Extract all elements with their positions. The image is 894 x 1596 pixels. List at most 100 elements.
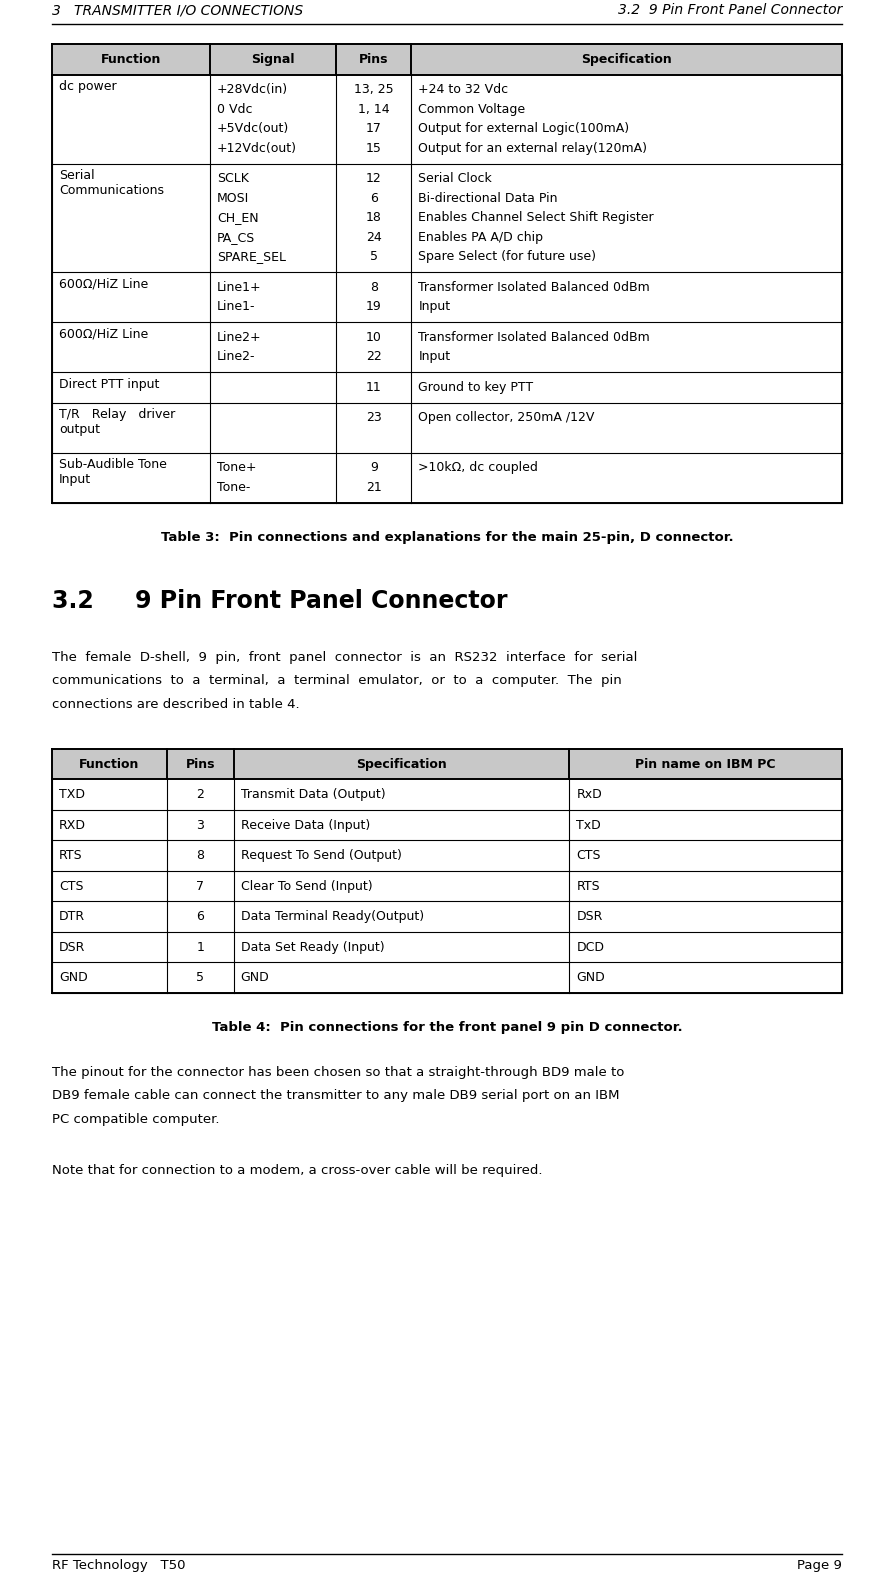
Text: Spare Select (for future use): Spare Select (for future use) <box>418 251 596 263</box>
Text: 15: 15 <box>366 142 382 155</box>
Bar <box>52 749 842 779</box>
Text: 21: 21 <box>366 480 382 493</box>
Text: Signal: Signal <box>251 53 295 65</box>
Text: 5: 5 <box>196 972 204 985</box>
Text: Ground to key PTT: Ground to key PTT <box>418 381 534 394</box>
Text: 3: 3 <box>196 819 204 832</box>
Text: 10: 10 <box>366 330 382 343</box>
Text: GND: GND <box>240 972 269 985</box>
Text: The  female  D-shell,  9  pin,  front  panel  connector  is  an  RS232  interfac: The female D-shell, 9 pin, front panel c… <box>52 651 637 664</box>
Text: GND: GND <box>59 972 88 985</box>
Text: Pins: Pins <box>185 758 215 771</box>
Text: TXD: TXD <box>59 788 85 801</box>
Text: CTS: CTS <box>59 879 83 892</box>
Text: 11: 11 <box>366 381 382 394</box>
Text: 1, 14: 1, 14 <box>358 102 390 117</box>
Text: Table 3:  Pin connections and explanations for the main 25-pin, D connector.: Table 3: Pin connections and explanation… <box>161 530 733 544</box>
Text: The pinout for the connector has been chosen so that a straight-through BD9 male: The pinout for the connector has been ch… <box>52 1066 624 1079</box>
Text: 3.2     9 Pin Front Panel Connector: 3.2 9 Pin Front Panel Connector <box>52 589 508 613</box>
Text: Line1-: Line1- <box>217 300 256 313</box>
Text: Function: Function <box>101 53 161 65</box>
Text: Note that for connection to a modem, a cross-over cable will be required.: Note that for connection to a modem, a c… <box>52 1165 543 1178</box>
Text: DCD: DCD <box>577 940 604 954</box>
Text: 0 Vdc: 0 Vdc <box>217 102 252 117</box>
Text: Specification: Specification <box>356 758 447 771</box>
Text: Tone+: Tone+ <box>217 461 257 474</box>
Text: 5: 5 <box>370 251 378 263</box>
Text: Line2-: Line2- <box>217 350 256 364</box>
Text: RxD: RxD <box>577 788 603 801</box>
Text: RTS: RTS <box>577 879 600 892</box>
Text: +24 to 32 Vdc: +24 to 32 Vdc <box>418 83 509 96</box>
Text: T/R   Relay   driver
output: T/R Relay driver output <box>59 409 175 436</box>
Text: 8: 8 <box>370 281 378 294</box>
Text: 6: 6 <box>196 910 204 922</box>
Text: 7: 7 <box>196 879 204 892</box>
Text: 24: 24 <box>366 231 382 244</box>
Text: 600Ω/HiZ Line: 600Ω/HiZ Line <box>59 278 148 290</box>
Text: Request To Send (Output): Request To Send (Output) <box>240 849 401 862</box>
Text: Output for external Logic(100mA): Output for external Logic(100mA) <box>418 123 629 136</box>
Text: 1: 1 <box>196 940 204 954</box>
Text: connections are described in table 4.: connections are described in table 4. <box>52 697 299 710</box>
Text: 18: 18 <box>366 211 382 225</box>
Text: +5Vdc(out): +5Vdc(out) <box>217 123 290 136</box>
Text: Common Voltage: Common Voltage <box>418 102 526 117</box>
Text: 600Ω/HiZ Line: 600Ω/HiZ Line <box>59 327 148 340</box>
Text: Line1+: Line1+ <box>217 281 262 294</box>
Text: Data Set Ready (Input): Data Set Ready (Input) <box>240 940 384 954</box>
Text: Output for an external relay(120mA): Output for an external relay(120mA) <box>418 142 647 155</box>
Text: Input: Input <box>418 350 451 364</box>
Text: Open collector, 250mA /12V: Open collector, 250mA /12V <box>418 412 595 425</box>
Text: 17: 17 <box>366 123 382 136</box>
Text: RF Technology   T50: RF Technology T50 <box>52 1559 185 1572</box>
Text: SCLK: SCLK <box>217 172 249 185</box>
Text: Transformer Isolated Balanced 0dBm: Transformer Isolated Balanced 0dBm <box>418 330 650 343</box>
Text: CH_EN: CH_EN <box>217 211 258 225</box>
Text: Data Terminal Ready(Output): Data Terminal Ready(Output) <box>240 910 424 922</box>
Text: RTS: RTS <box>59 849 82 862</box>
Text: MOSI: MOSI <box>217 192 249 204</box>
Text: SPARE_SEL: SPARE_SEL <box>217 251 286 263</box>
Text: 3.2  9 Pin Front Panel Connector: 3.2 9 Pin Front Panel Connector <box>618 3 842 18</box>
Text: >10kΩ, dc coupled: >10kΩ, dc coupled <box>418 461 538 474</box>
Text: TxD: TxD <box>577 819 601 832</box>
Text: Pin name on IBM PC: Pin name on IBM PC <box>636 758 776 771</box>
Text: DB9 female cable can connect the transmitter to any male DB9 serial port on an I: DB9 female cable can connect the transmi… <box>52 1090 620 1103</box>
Text: DSR: DSR <box>59 940 85 954</box>
Text: Function: Function <box>79 758 139 771</box>
Text: Sub-Audible Tone
Input: Sub-Audible Tone Input <box>59 458 167 487</box>
Text: CTS: CTS <box>577 849 601 862</box>
Text: Pins: Pins <box>359 53 389 65</box>
Text: Bi-directional Data Pin: Bi-directional Data Pin <box>418 192 558 204</box>
Text: 8: 8 <box>196 849 204 862</box>
Text: DSR: DSR <box>577 910 603 922</box>
Text: Input: Input <box>418 300 451 313</box>
Text: +12Vdc(out): +12Vdc(out) <box>217 142 297 155</box>
Text: Tone-: Tone- <box>217 480 250 493</box>
Text: Serial
Communications: Serial Communications <box>59 169 164 196</box>
Text: Transmit Data (Output): Transmit Data (Output) <box>240 788 385 801</box>
Text: Transformer Isolated Balanced 0dBm: Transformer Isolated Balanced 0dBm <box>418 281 650 294</box>
Text: 3   TRANSMITTER I/O CONNECTIONS: 3 TRANSMITTER I/O CONNECTIONS <box>52 3 303 18</box>
Text: RXD: RXD <box>59 819 86 832</box>
Text: Enables Channel Select Shift Register: Enables Channel Select Shift Register <box>418 211 654 225</box>
Text: 13, 25: 13, 25 <box>354 83 393 96</box>
Text: +28Vdc(in): +28Vdc(in) <box>217 83 288 96</box>
Text: 19: 19 <box>366 300 382 313</box>
Text: Line2+: Line2+ <box>217 330 262 343</box>
Text: communications  to  a  terminal,  a  terminal  emulator,  or  to  a  computer.  : communications to a terminal, a terminal… <box>52 674 621 686</box>
Text: Specification: Specification <box>581 53 672 65</box>
Text: GND: GND <box>577 972 605 985</box>
Text: Serial Clock: Serial Clock <box>418 172 493 185</box>
Text: PC compatible computer.: PC compatible computer. <box>52 1112 220 1127</box>
Text: 12: 12 <box>366 172 382 185</box>
Text: dc power: dc power <box>59 80 116 93</box>
Text: 6: 6 <box>370 192 378 204</box>
Text: Receive Data (Input): Receive Data (Input) <box>240 819 370 832</box>
Text: 9: 9 <box>370 461 378 474</box>
Text: Table 4:  Pin connections for the front panel 9 pin D connector.: Table 4: Pin connections for the front p… <box>212 1021 682 1034</box>
Text: Enables PA A/D chip: Enables PA A/D chip <box>418 231 544 244</box>
Bar <box>52 45 842 75</box>
Text: PA_CS: PA_CS <box>217 231 256 244</box>
